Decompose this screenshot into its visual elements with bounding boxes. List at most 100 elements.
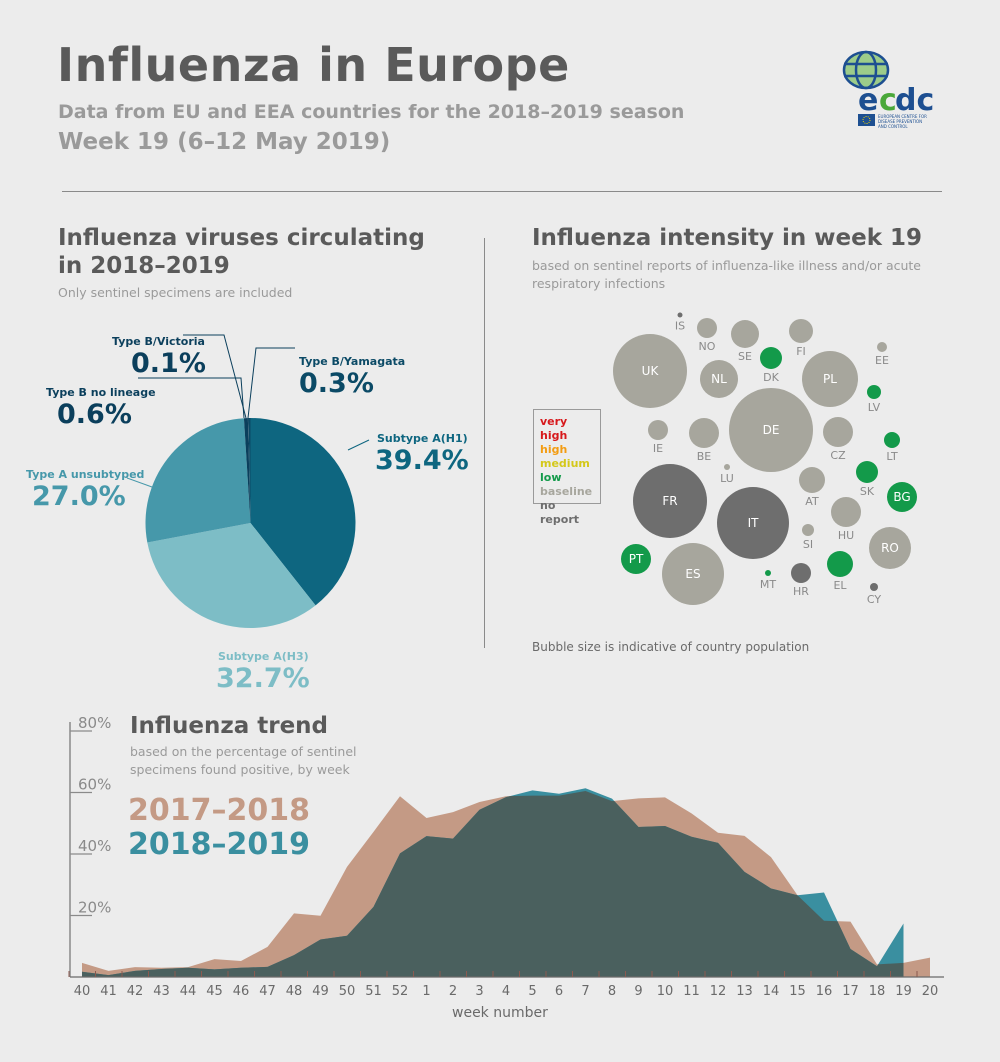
x-tick-label: 4 <box>502 984 510 999</box>
section-divider <box>484 238 485 648</box>
bubble-el <box>827 551 853 577</box>
x-tick-label: 20 <box>922 984 939 999</box>
viruses-title-line2: in 2018–2019 <box>58 253 230 279</box>
area-overlap <box>82 790 904 977</box>
bubble-label-fr: FR <box>662 494 677 508</box>
bubble-ee <box>877 342 887 352</box>
bubble-label-lv: LV <box>868 401 881 414</box>
x-tick-label: 51 <box>365 984 382 999</box>
x-tick-label: 15 <box>789 984 806 999</box>
bubble-sk <box>856 461 878 483</box>
svg-text:EUROPEAN CENTRE FOR: EUROPEAN CENTRE FOR <box>878 114 927 119</box>
x-tick-label: 46 <box>233 984 250 999</box>
bubble-label-el: EL <box>833 579 847 592</box>
page-title: Influenza in Europe <box>57 38 570 92</box>
bubble-label-pt: PT <box>629 552 644 566</box>
bubble-lu <box>724 464 730 470</box>
legend-item-baseline: baseline <box>540 485 593 498</box>
bubble-label-nl: NL <box>711 372 727 386</box>
bubble-label-ie: IE <box>653 442 663 455</box>
x-axis-label: week number <box>452 1005 548 1021</box>
bubble-label-cz: CZ <box>830 449 846 462</box>
bubble-hr <box>791 563 811 583</box>
trend-note: based on the percentage of sentinel spec… <box>130 744 357 777</box>
bubble-label-mt: MT <box>760 578 776 591</box>
bubble-bg <box>887 482 917 512</box>
bubble-label-bg: BG <box>893 490 910 504</box>
x-tick-label: 17 <box>842 984 859 999</box>
viruses-title-line1: Influenza viruses circulating <box>58 225 425 251</box>
y-tick-label: 40% <box>78 837 111 855</box>
bubble-es <box>662 543 724 605</box>
bubble-label-hr: HR <box>793 585 809 598</box>
bubble-cy <box>870 583 878 591</box>
x-tick-label: 18 <box>869 984 886 999</box>
legend-item-high: high <box>540 443 568 456</box>
bubble-label-sk: SK <box>860 485 875 498</box>
bubble-label-pl: PL <box>823 372 837 386</box>
bubble-label-es: ES <box>685 567 700 581</box>
x-tick-label: 48 <box>286 984 303 999</box>
bubble-lv <box>867 385 881 399</box>
y-tick-label: 80% <box>78 714 111 732</box>
bubble-dk <box>760 347 782 369</box>
bubble-hu <box>831 497 861 527</box>
bubble-label-dk: DK <box>763 371 779 384</box>
bubble-label-si: SI <box>803 538 813 551</box>
bubble-at <box>799 467 825 493</box>
globe-icon <box>844 52 888 88</box>
x-tick-label: 13 <box>736 984 753 999</box>
svg-text:AND CONTROL: AND CONTROL <box>878 124 908 129</box>
x-tick-label: 44 <box>180 984 197 999</box>
virus-pie-chart <box>126 334 370 628</box>
bubble-label-ro: RO <box>881 541 899 555</box>
x-tick-label: 6 <box>555 984 563 999</box>
svg-text:e: e <box>858 83 878 118</box>
pie-slice-4 <box>247 418 251 523</box>
page-subtitle: Data from EU and EEA countries for the 2… <box>58 101 685 123</box>
leader-unsubtyped <box>126 477 153 488</box>
svg-text:DISEASE PREVENTION: DISEASE PREVENTION <box>878 119 922 124</box>
x-tick-label: 5 <box>528 984 536 999</box>
bubble-it <box>717 487 789 559</box>
bubble-label-it: IT <box>748 516 760 530</box>
bubble-label-is: IS <box>675 320 685 333</box>
bubble-footnote: Bubble size is indicative of country pop… <box>532 640 810 654</box>
pie-label-no-lineage: Type B no lineage 0.6% <box>46 386 156 430</box>
svg-text:c: c <box>879 83 897 118</box>
x-tick-label: 11 <box>683 984 700 999</box>
bubble-label-uk: UK <box>642 364 660 378</box>
bubble-se <box>731 320 759 348</box>
legend-2017-2018: 2017–2018 <box>128 793 310 828</box>
bubble-label-ee: EE <box>875 354 889 367</box>
bubble-pl <box>802 351 858 407</box>
leader-victoria <box>183 334 247 419</box>
viruses-note: Only sentinel specimens are included <box>58 285 293 300</box>
pie-slice-2 <box>145 418 251 543</box>
svg-text:dc: dc <box>895 83 934 118</box>
legend-item-medium: medium <box>540 457 590 470</box>
x-tick-label: 16 <box>816 984 833 999</box>
x-tick-label: 52 <box>392 984 409 999</box>
intensity-legend: very high high medium low baseline no report <box>533 409 601 526</box>
x-tick-label: 9 <box>634 984 642 999</box>
week-label: Week 19 (6–12 May 2019) <box>58 129 391 155</box>
pie-slice-0 <box>250 418 356 606</box>
leader-yamagata <box>247 347 295 419</box>
bubble-fi <box>789 319 813 343</box>
bubble-pt <box>621 544 651 574</box>
eu-flag-icon <box>858 114 875 126</box>
intensity-bubble-chart: IS NO SE FI DK EE UK NL PL LV DE IE BE CZ LT LU AT SK BG FR… <box>613 312 917 606</box>
bubble-mt <box>765 570 771 576</box>
bubble-nl <box>700 360 738 398</box>
x-tick-label: 8 <box>608 984 616 999</box>
legend-item-very-high: very high <box>540 415 568 442</box>
pie-slice-1 <box>147 523 316 628</box>
bubble-is <box>677 312 683 318</box>
x-tick-label: 43 <box>153 984 170 999</box>
x-tick-label: 3 <box>475 984 483 999</box>
bubble-label-no: NO <box>699 340 716 353</box>
bubble-label-lu: LU <box>720 472 734 485</box>
bubble-ro <box>869 527 911 569</box>
legend-item-low: low <box>540 471 562 484</box>
